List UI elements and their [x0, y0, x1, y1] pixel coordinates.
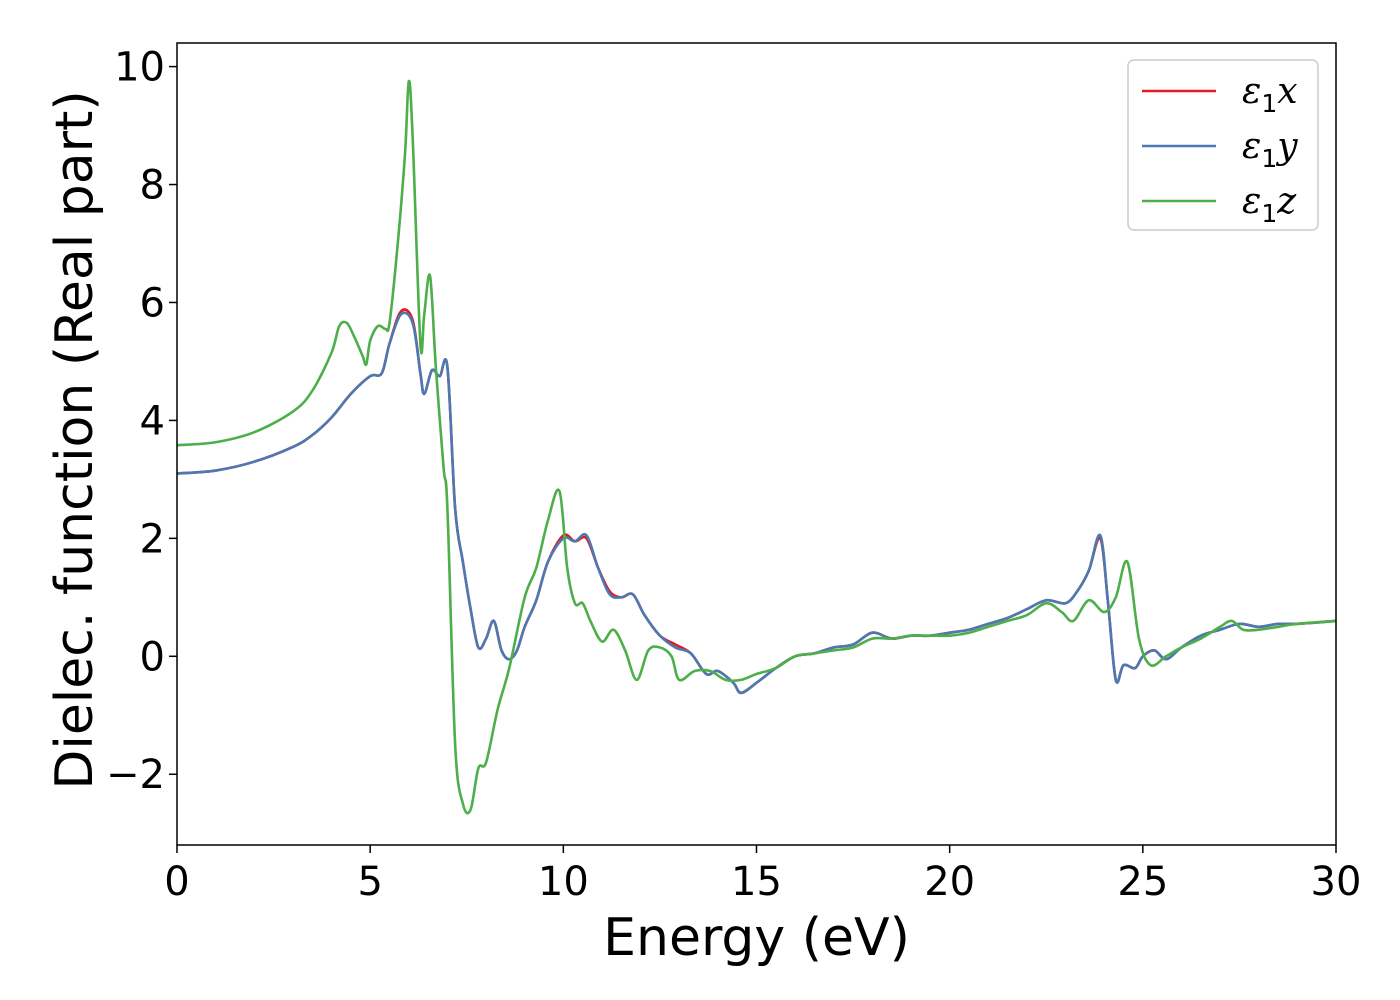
- y-axis-label: Dielec. function (Real part): [45, 90, 105, 789]
- y-tick-label: 0: [140, 634, 165, 680]
- y-tick-label: 8: [140, 163, 165, 209]
- x-axis-label: Energy (eV): [603, 908, 910, 968]
- legend: ε1x ε1y ε1z: [1127, 59, 1319, 231]
- legend-box: [1127, 59, 1319, 231]
- y-axis: −2 0 2 4 6 8 10: [106, 45, 177, 798]
- legend-label: ε1x: [1242, 71, 1298, 118]
- series-line-x: [177, 308, 1336, 695]
- x-tick-label: 0: [164, 859, 189, 905]
- legend-label: ε1y: [1242, 126, 1298, 173]
- series-line-y: [177, 311, 1336, 695]
- y-tick-label: 6: [140, 280, 165, 326]
- y-tick-label: 2: [140, 516, 165, 562]
- series-line-z: [177, 79, 1336, 815]
- y-tick-label: −2: [106, 752, 165, 798]
- x-tick-label: 30: [1311, 859, 1362, 905]
- x-axis: 0 5 10 15 20 25 30: [164, 845, 1361, 905]
- y-tick-label: 4: [140, 398, 165, 444]
- y-tick-label: 10: [114, 45, 165, 91]
- series-layer: [177, 79, 1336, 815]
- x-tick-label: 20: [924, 859, 975, 905]
- x-tick-label: 10: [538, 859, 589, 905]
- x-tick-label: 25: [1117, 859, 1168, 905]
- x-tick-label: 5: [357, 859, 382, 905]
- x-tick-label: 15: [731, 859, 782, 905]
- legend-label: ε1z: [1242, 181, 1297, 228]
